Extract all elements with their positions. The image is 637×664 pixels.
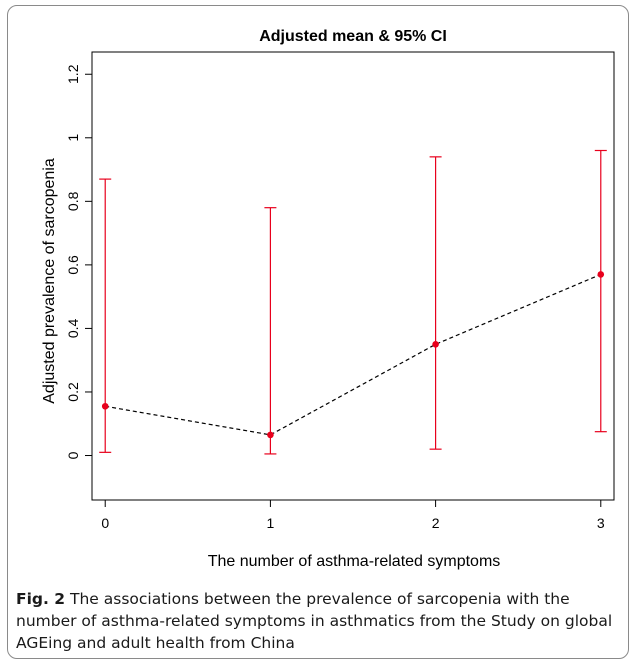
x-tick-label: 3 [597, 515, 605, 531]
y-axis-label: Adjusted prevalence of sarcopenia [41, 158, 58, 404]
caption-text: The associations between the prevalence … [16, 590, 613, 652]
y-tick-label: 0.8 [65, 191, 81, 211]
figure-caption: Fig. 2 The associations between the prev… [16, 588, 620, 654]
mean-point [432, 341, 439, 348]
y-tick-label: 0.6 [65, 255, 81, 275]
figure-frame: Adjusted mean & 95% CI 0 0.2 0.4 0.6 0.8 1 1.2… [7, 5, 629, 659]
y-tick-label: 0.2 [65, 382, 81, 402]
caption-label: Fig. 2 [16, 590, 66, 608]
y-tick-label: 0.4 [65, 318, 81, 338]
chart: Adjusted mean & 95% CI 0 0.2 0.4 0.6 0.8 1 1.2… [41, 28, 615, 570]
x-tick-label: 0 [101, 515, 109, 531]
y-tick-label: 0 [65, 451, 81, 459]
mean-point [101, 402, 109, 410]
x-tick-label: 2 [432, 515, 440, 531]
x-tick-label: 1 [267, 515, 275, 531]
y-tick-label: 1.2 [65, 64, 81, 84]
chart-marks [99, 149, 607, 455]
y-axis: 0 0.2 0.4 0.6 0.8 1 1.2 [65, 64, 92, 459]
mean-trend-line [105, 273, 602, 436]
mean-point [597, 271, 605, 278]
y-tick-label: 1 [65, 134, 81, 142]
plot-area [91, 51, 615, 501]
chart-title: Adjusted mean & 95% CI [259, 28, 447, 45]
x-axis-label: The number of asthma-related symptoms [208, 553, 501, 570]
x-axis: 0 1 2 3 [101, 500, 605, 531]
mean-point [267, 431, 274, 439]
